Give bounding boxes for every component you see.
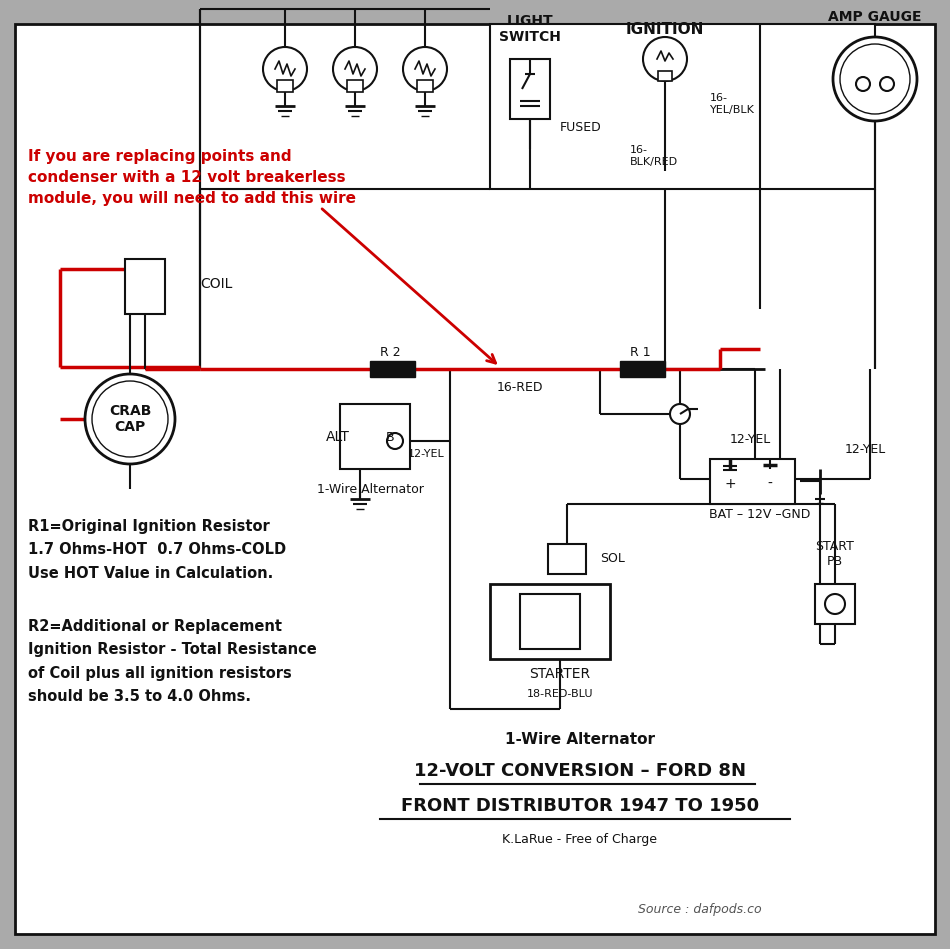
Bar	[490, 24, 875, 189]
Text: R 2: R 2	[380, 346, 400, 359]
Bar	[658, 71, 672, 81]
Circle shape	[403, 47, 447, 91]
Bar	[277, 80, 293, 92]
Text: CRAB
CAP: CRAB CAP	[109, 404, 151, 434]
Text: BAT – 12V –GND: BAT – 12V –GND	[710, 508, 810, 520]
Text: START
PB: START PB	[815, 540, 854, 568]
Circle shape	[670, 404, 690, 424]
Text: 1-Wire Alternator: 1-Wire Alternator	[505, 732, 655, 747]
Text: 12-YEL: 12-YEL	[408, 449, 445, 459]
Text: FUSED: FUSED	[560, 121, 601, 134]
Text: B: B	[386, 431, 394, 443]
Bar	[710, 459, 795, 504]
Circle shape	[825, 594, 845, 614]
Bar	[815, 584, 855, 624]
Text: LIGHT
SWITCH: LIGHT SWITCH	[499, 14, 560, 44]
Text: R1=Original Ignition Resistor
1.7 Ohms-HOT  0.7 Ohms-COLD
Use HOT Value in Calcu: R1=Original Ignition Resistor 1.7 Ohms-H…	[28, 519, 286, 581]
Bar	[340, 404, 410, 469]
Text: 12-YEL: 12-YEL	[845, 442, 886, 456]
Circle shape	[92, 381, 168, 457]
Text: If you are replacing points and
condenser with a 12 volt breakerless
module, you: If you are replacing points and condense…	[28, 149, 356, 206]
Circle shape	[85, 374, 175, 464]
Text: STARTER: STARTER	[529, 667, 591, 681]
Bar	[548, 544, 586, 574]
Bar	[417, 80, 433, 92]
Text: R2=Additional or Replacement
Ignition Resistor - Total Resistance
of Coil plus a: R2=Additional or Replacement Ignition Re…	[28, 619, 316, 704]
Text: IGNITION: IGNITION	[626, 22, 704, 36]
Text: ALT: ALT	[326, 430, 350, 444]
Text: 16-
YEL/BLK: 16- YEL/BLK	[710, 93, 755, 115]
Bar	[620, 361, 665, 377]
Text: SOL: SOL	[600, 552, 625, 566]
Circle shape	[333, 47, 377, 91]
Text: K.LaRue - Free of Charge: K.LaRue - Free of Charge	[503, 832, 657, 846]
Text: Source : dafpods.co: Source : dafpods.co	[638, 902, 762, 916]
Text: -: -	[768, 477, 772, 491]
Circle shape	[263, 47, 307, 91]
Circle shape	[856, 77, 870, 91]
Bar	[490, 584, 610, 659]
Text: R 1: R 1	[630, 346, 651, 359]
Circle shape	[833, 37, 917, 121]
Text: FRONT DISTRIBUTOR 1947 TO 1950: FRONT DISTRIBUTOR 1947 TO 1950	[401, 797, 759, 815]
Text: COIL: COIL	[200, 277, 233, 291]
Text: 1-Wire Alternator: 1-Wire Alternator	[316, 482, 424, 495]
Bar	[125, 259, 165, 314]
Circle shape	[840, 44, 910, 114]
Circle shape	[643, 37, 687, 81]
Text: AMP GAUGE: AMP GAUGE	[828, 10, 922, 24]
Bar	[520, 594, 580, 649]
Bar	[510, 59, 550, 119]
Text: 16-
BLK/RED: 16- BLK/RED	[630, 145, 678, 167]
Text: +: +	[724, 477, 736, 491]
Circle shape	[880, 77, 894, 91]
Bar	[370, 361, 415, 377]
Text: 12-VOLT CONVERSION – FORD 8N: 12-VOLT CONVERSION – FORD 8N	[414, 762, 746, 780]
Bar	[347, 80, 363, 92]
Text: 16-RED: 16-RED	[497, 381, 543, 394]
Circle shape	[387, 433, 403, 449]
Text: 18-RED-BLU: 18-RED-BLU	[526, 689, 593, 699]
Text: 12-YEL: 12-YEL	[730, 433, 771, 445]
